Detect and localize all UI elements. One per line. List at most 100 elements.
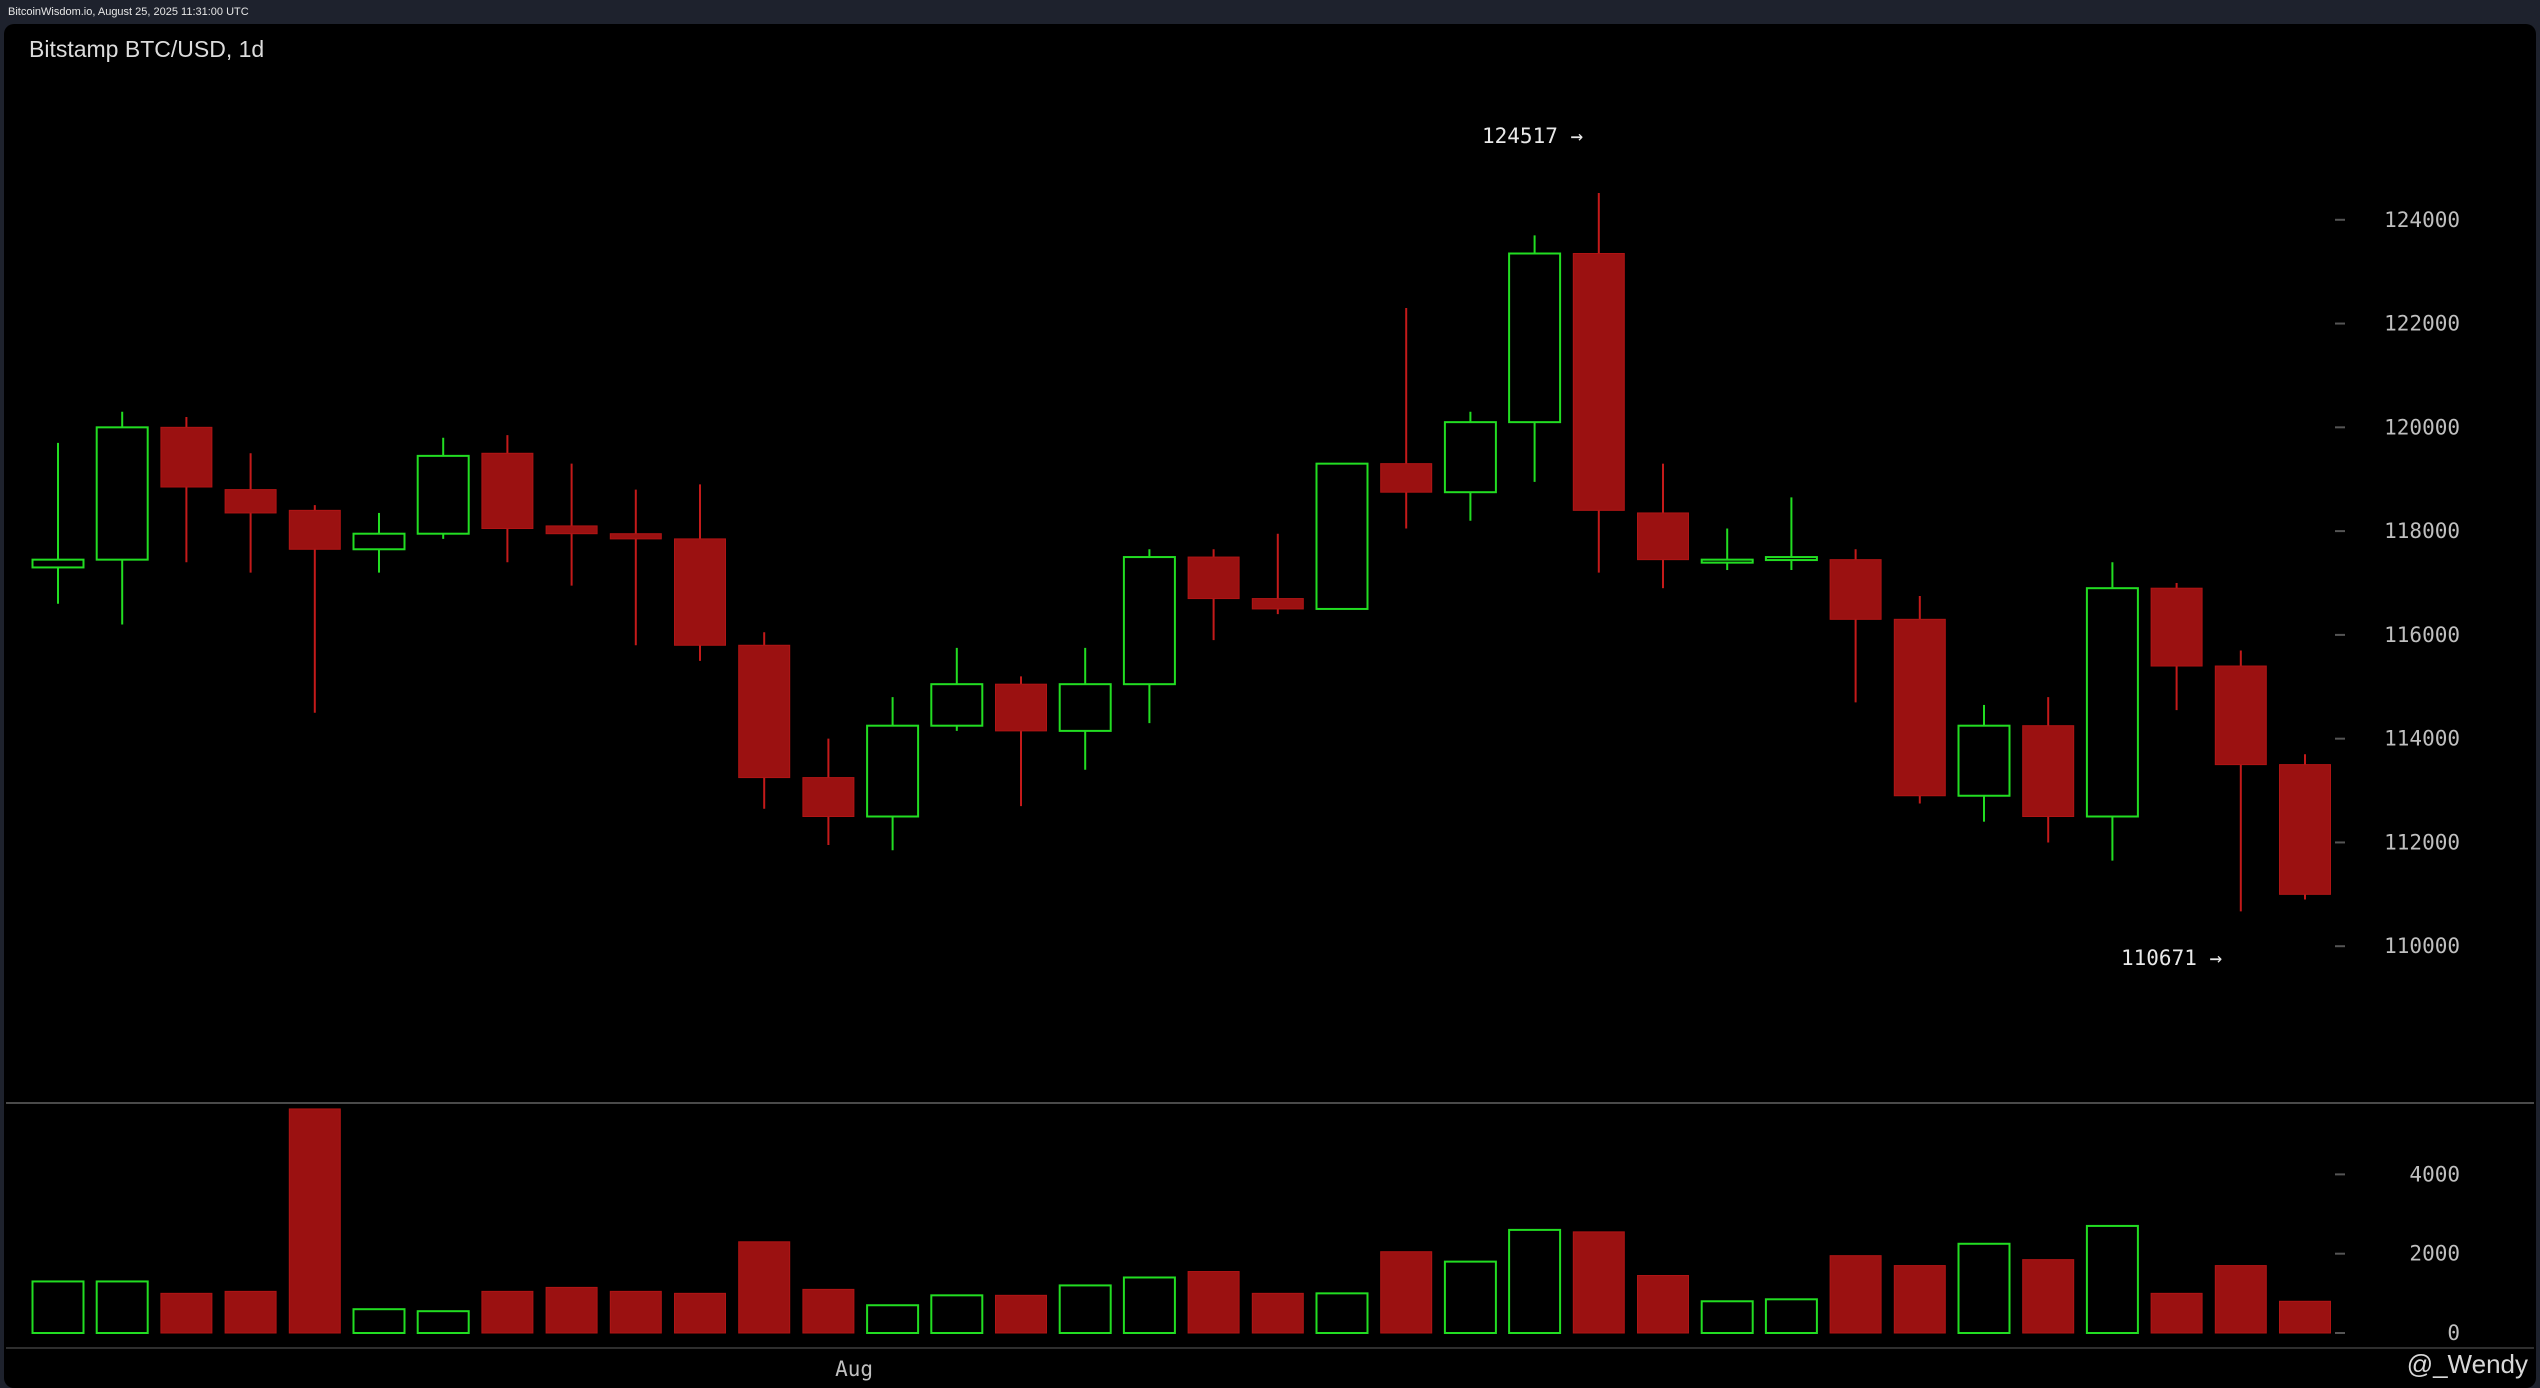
- candle-body: [866, 724, 920, 818]
- candle: [995, 676, 1047, 807]
- volume-bar: [1122, 1276, 1176, 1335]
- candle: [1764, 497, 1818, 571]
- candle: [674, 484, 726, 661]
- time-axis: Aug: [835, 1357, 873, 1381]
- volume-bar: [1508, 1228, 1562, 1335]
- candle: [1315, 462, 1369, 610]
- candle-body: [930, 683, 984, 727]
- candle-body: [416, 454, 470, 535]
- candle-body: [1893, 618, 1946, 797]
- candle: [866, 697, 920, 851]
- candle-body: [2150, 587, 2203, 667]
- candle: [160, 416, 213, 563]
- candle-body: [352, 532, 406, 551]
- volume-bar: [609, 1290, 662, 1334]
- candle: [1380, 307, 1433, 529]
- candle: [802, 738, 855, 846]
- candle-body: [224, 489, 277, 514]
- volume-bar: [1957, 1242, 2011, 1335]
- candle-body: [1380, 463, 1433, 493]
- candle-body: [95, 426, 149, 561]
- candle-body: [481, 452, 534, 530]
- candle: [609, 489, 662, 646]
- volume-bar: [1315, 1292, 1369, 1335]
- volume-tick-label: 0: [2447, 1321, 2460, 1345]
- high-price-label: 124517 →: [1482, 124, 1584, 148]
- volume-bar: [738, 1241, 791, 1334]
- volume-bar: [1058, 1284, 1112, 1335]
- low-price-label: 110671 →: [2121, 946, 2223, 970]
- volume-bar: [1187, 1271, 1240, 1334]
- candle: [1700, 528, 1754, 571]
- candle: [930, 647, 984, 731]
- candle: [545, 463, 598, 586]
- candle-body: [1187, 556, 1240, 600]
- candle: [1251, 533, 1304, 615]
- candle-body: [288, 509, 341, 550]
- candle-body: [802, 777, 855, 817]
- volume-bar: [1637, 1275, 1689, 1334]
- volume-bar: [802, 1288, 855, 1334]
- candle: [1893, 595, 1946, 804]
- candle-body: [2214, 665, 2267, 766]
- volume-bar: [1893, 1265, 1946, 1334]
- candle: [1443, 411, 1497, 521]
- candle-body: [1764, 556, 1818, 562]
- time-tick-label: Aug: [835, 1357, 873, 1381]
- candle-body: [609, 533, 662, 540]
- candle: [1122, 549, 1176, 724]
- candle-body: [545, 525, 598, 535]
- candle: [1637, 463, 1689, 589]
- volume-bar: [288, 1108, 341, 1334]
- watermark: @_Wendy: [2406, 1349, 2528, 1379]
- candle: [95, 411, 149, 625]
- candle: [2150, 583, 2203, 711]
- price-tick-label: 120000: [2384, 415, 2460, 439]
- candle-body: [1572, 253, 1625, 511]
- volume-bar: [1572, 1231, 1625, 1334]
- volume-series: [31, 1108, 2331, 1335]
- volume-bar: [95, 1280, 149, 1334]
- candle: [2022, 697, 2075, 843]
- volume-bar: [930, 1294, 984, 1335]
- volume-bar: [352, 1308, 406, 1335]
- volume-bar: [160, 1292, 213, 1334]
- volume-bar: [1700, 1300, 1754, 1335]
- volume-bar: [1251, 1292, 1304, 1334]
- candle-body: [1508, 252, 1562, 424]
- candle-body: [1315, 462, 1369, 610]
- chart-title: Bitstamp BTC/USD, 1d: [29, 36, 265, 62]
- candle: [1572, 192, 1625, 573]
- candle-body: [2085, 587, 2139, 818]
- candle-body: [674, 538, 726, 646]
- volume-bar: [866, 1304, 920, 1334]
- price-tick-label: 124000: [2384, 208, 2460, 232]
- price-tick-label: 118000: [2384, 519, 2460, 543]
- candle: [31, 442, 85, 604]
- candle: [1187, 549, 1240, 641]
- volume-bar: [31, 1280, 85, 1334]
- volume-bar: [2279, 1300, 2331, 1334]
- volume-bar: [224, 1290, 277, 1334]
- volume-bar: [1443, 1260, 1497, 1335]
- candle: [352, 512, 406, 573]
- price-tick-label: 114000: [2384, 727, 2460, 751]
- volume-bar: [481, 1290, 534, 1334]
- volume-bar: [2022, 1259, 2075, 1334]
- price-tick-label: 110000: [2384, 934, 2460, 958]
- volume-tick-label: 2000: [2409, 1242, 2460, 1266]
- volume-tick-label: 4000: [2409, 1162, 2460, 1186]
- candle-body: [160, 426, 213, 488]
- candle-body: [2279, 764, 2331, 895]
- candle: [224, 453, 277, 573]
- candle-body: [1637, 512, 1689, 561]
- candle: [2279, 754, 2331, 900]
- top-bar: BitcoinWisdom.io, August 25, 2025 11:31:…: [0, 0, 2540, 24]
- candle-body: [995, 683, 1047, 732]
- price-tick-label: 116000: [2384, 623, 2460, 647]
- candle: [2214, 650, 2267, 912]
- candle-body: [1122, 556, 1176, 686]
- candle-body: [1829, 559, 1882, 620]
- candle: [416, 437, 470, 539]
